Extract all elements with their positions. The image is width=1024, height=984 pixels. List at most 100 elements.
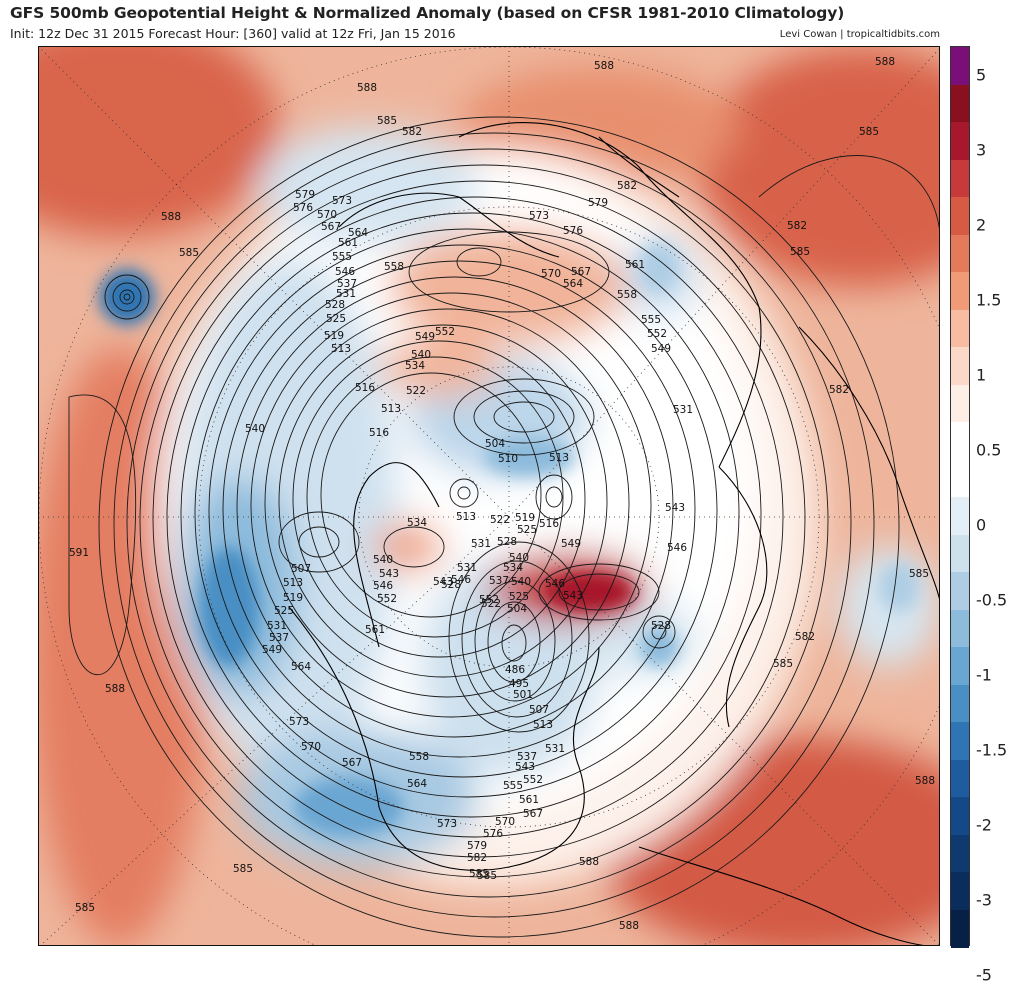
contour-label: 561 bbox=[338, 237, 358, 249]
colorbar-segment bbox=[951, 384, 969, 423]
contour-label: 486 bbox=[505, 664, 525, 676]
contour-label: 537 bbox=[337, 278, 357, 290]
contour-label: 564 bbox=[291, 661, 311, 673]
contour-label: 552 bbox=[647, 328, 667, 340]
contour-label: 549 bbox=[651, 343, 671, 355]
colorbar-segment bbox=[951, 459, 969, 498]
contour-label: 504 bbox=[485, 438, 505, 450]
contour-label: 579 bbox=[295, 189, 315, 201]
contour-label: 558 bbox=[409, 751, 429, 763]
colorbar-tick-label: -2 bbox=[976, 815, 992, 835]
contour-label: 567 bbox=[321, 221, 341, 233]
contour-label: 525 bbox=[509, 591, 529, 603]
contour-label: 552 bbox=[523, 774, 543, 786]
contour-label: 525 bbox=[274, 605, 294, 617]
contour-label: 564 bbox=[348, 227, 368, 239]
colorbar-tick-label: 0 bbox=[976, 515, 987, 535]
contour-label: 585 bbox=[233, 863, 253, 875]
colorbar-segment bbox=[951, 197, 969, 235]
contour-label: 528 bbox=[441, 579, 461, 591]
contour-label: 582 bbox=[829, 384, 849, 396]
contour-label: 522 bbox=[406, 385, 426, 397]
contour-label: 582 bbox=[617, 180, 637, 192]
contour-label: 561 bbox=[625, 259, 645, 271]
anomaly-field bbox=[39, 47, 939, 945]
contour-label: 552 bbox=[377, 593, 397, 605]
contour-label: 531 bbox=[471, 538, 491, 550]
colorbar-tick-label: 1.5 bbox=[976, 290, 1002, 310]
contour-label: 582 bbox=[467, 852, 487, 864]
contour-label: 543 bbox=[665, 502, 685, 514]
colorbar-segment bbox=[951, 122, 969, 160]
contour-label: 582 bbox=[787, 220, 807, 232]
contour-label: 543 bbox=[379, 568, 399, 580]
contour-label: 585 bbox=[469, 868, 489, 880]
colorbar-segment bbox=[951, 797, 969, 835]
contour-label: 588 bbox=[579, 856, 599, 868]
contour-label: 522 bbox=[481, 598, 501, 610]
contour-label: 585 bbox=[909, 568, 929, 580]
colorbar-tick-label: -1.5 bbox=[976, 740, 1008, 760]
contour-label: 561 bbox=[365, 624, 385, 636]
contour-label: 519 bbox=[515, 512, 535, 524]
contour-label: 507 bbox=[529, 704, 549, 716]
contour-label: 537 bbox=[269, 632, 289, 644]
contour-label: 570 bbox=[301, 741, 321, 753]
colorbar-tick-label: 2 bbox=[976, 215, 987, 235]
contour-label: 585 bbox=[75, 902, 95, 914]
contour-label: 504 bbox=[507, 603, 527, 615]
contour-label: 534 bbox=[407, 517, 427, 529]
contour-label: 570 bbox=[317, 209, 337, 221]
contour-label: 534 bbox=[503, 562, 523, 574]
contour-label: 585 bbox=[377, 115, 397, 127]
contour-label: 546 bbox=[373, 580, 393, 592]
contour-label: 585 bbox=[477, 870, 497, 882]
colorbar-segment bbox=[951, 684, 969, 723]
contour-label: 558 bbox=[384, 261, 404, 273]
contour-label: 549 bbox=[262, 644, 282, 656]
contour-label: 540 bbox=[511, 576, 531, 588]
colorbar-segment bbox=[951, 834, 969, 873]
contour-label: 567 bbox=[342, 757, 362, 769]
colorbar-segment bbox=[951, 347, 969, 385]
colorbar-segment bbox=[951, 422, 969, 460]
contour-label: 558 bbox=[617, 289, 637, 301]
contour-label: 573 bbox=[437, 818, 457, 830]
contour-label: 540 bbox=[411, 349, 431, 361]
colorbar-segment bbox=[951, 159, 969, 198]
contour-label: 537 bbox=[517, 751, 537, 763]
colorbar-segment bbox=[951, 47, 969, 85]
contour-label: 516 bbox=[355, 382, 375, 394]
colorbar-segment bbox=[951, 909, 969, 948]
map-credit: Levi Cowan | tropicaltidbits.com bbox=[779, 29, 940, 40]
contour-label: 528 bbox=[651, 620, 671, 632]
colorbar-segment bbox=[951, 722, 969, 760]
contour-label: 495 bbox=[509, 678, 529, 690]
contour-label: 540 bbox=[509, 552, 529, 564]
contour-label: 537 bbox=[489, 575, 509, 587]
contour-label: 582 bbox=[795, 631, 815, 643]
map-title: GFS 500mb Geopotential Height & Normaliz… bbox=[10, 4, 845, 22]
colorbar-tick-label: 1 bbox=[976, 365, 987, 385]
colorbar-segment bbox=[951, 759, 969, 798]
contour-label: 519 bbox=[283, 592, 303, 604]
contour-label: 570 bbox=[495, 816, 515, 828]
contour-label: 588 bbox=[915, 775, 935, 787]
contour-label: 552 bbox=[435, 326, 455, 338]
contour-label: 543 bbox=[515, 761, 535, 773]
contour-label: 507 bbox=[291, 563, 311, 575]
contour-label: 576 bbox=[563, 225, 583, 237]
contour-label: 573 bbox=[289, 716, 309, 728]
contour-label: 579 bbox=[467, 840, 487, 852]
contour-label: 531 bbox=[267, 620, 287, 632]
contour-label: 546 bbox=[451, 574, 471, 586]
colorbar-segment bbox=[951, 534, 969, 573]
contour-label: 525 bbox=[517, 524, 537, 536]
contour-label: 501 bbox=[513, 689, 533, 701]
contour-label: 531 bbox=[336, 288, 356, 300]
contour-label: 546 bbox=[335, 266, 355, 278]
contour-label: 513 bbox=[549, 452, 569, 464]
contour-label: 585 bbox=[790, 246, 810, 258]
contour-label: 516 bbox=[539, 518, 559, 530]
lat-lon-grid bbox=[39, 47, 939, 945]
